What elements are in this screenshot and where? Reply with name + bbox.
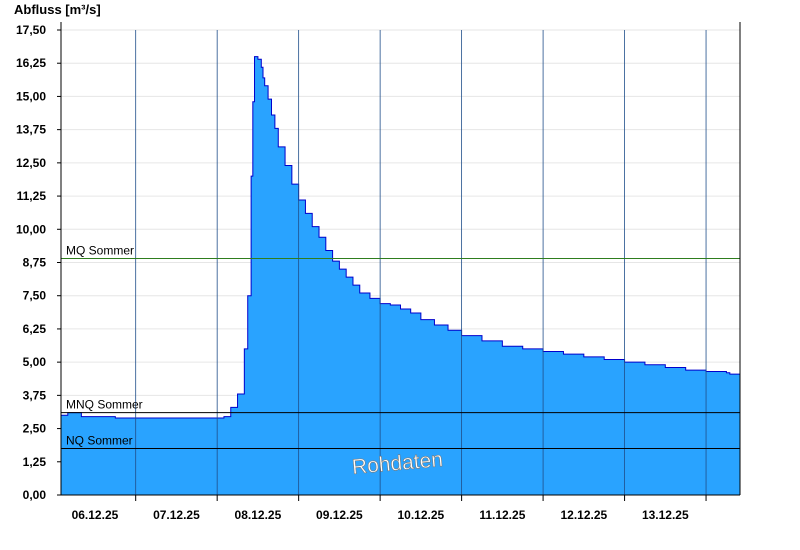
x-tick-label: 06.12.25 bbox=[72, 508, 119, 522]
reference-line-label: NQ Sommer bbox=[66, 434, 133, 448]
y-tick-label: 6,25 bbox=[23, 322, 47, 336]
y-tick-label: 10,00 bbox=[16, 222, 46, 236]
discharge-area bbox=[61, 57, 740, 495]
x-tick-label: 11.12.25 bbox=[479, 508, 525, 522]
y-tick-label: 3,75 bbox=[23, 388, 47, 402]
x-tick-label: 12.12.25 bbox=[560, 508, 607, 522]
y-tick-label: 16,25 bbox=[16, 56, 46, 70]
y-tick-label: 1,25 bbox=[23, 455, 47, 469]
y-tick-label: 2,50 bbox=[23, 422, 47, 436]
x-tick-label: 07.12.25 bbox=[153, 508, 200, 522]
x-tick-label: 13.12.25 bbox=[642, 508, 689, 522]
reference-line-label: MNQ Sommer bbox=[66, 398, 143, 412]
y-tick-label: 13,75 bbox=[16, 123, 46, 137]
y-tick-label: 0,00 bbox=[23, 488, 47, 502]
y-tick-label: 7,50 bbox=[23, 289, 47, 303]
y-tick-label: 15,00 bbox=[16, 89, 46, 103]
x-tick-label: 08.12.25 bbox=[235, 508, 282, 522]
x-tick-label: 10.12.25 bbox=[398, 508, 445, 522]
reference-line-label: MQ Sommer bbox=[66, 244, 134, 258]
y-tick-label: 12,50 bbox=[16, 156, 46, 170]
x-tick-label: 09.12.25 bbox=[316, 508, 363, 522]
y-tick-label: 17,50 bbox=[16, 23, 46, 37]
y-tick-label: 5,00 bbox=[23, 355, 47, 369]
y-tick-label: 8,75 bbox=[23, 256, 47, 270]
y-tick-label: 11,25 bbox=[17, 189, 47, 203]
